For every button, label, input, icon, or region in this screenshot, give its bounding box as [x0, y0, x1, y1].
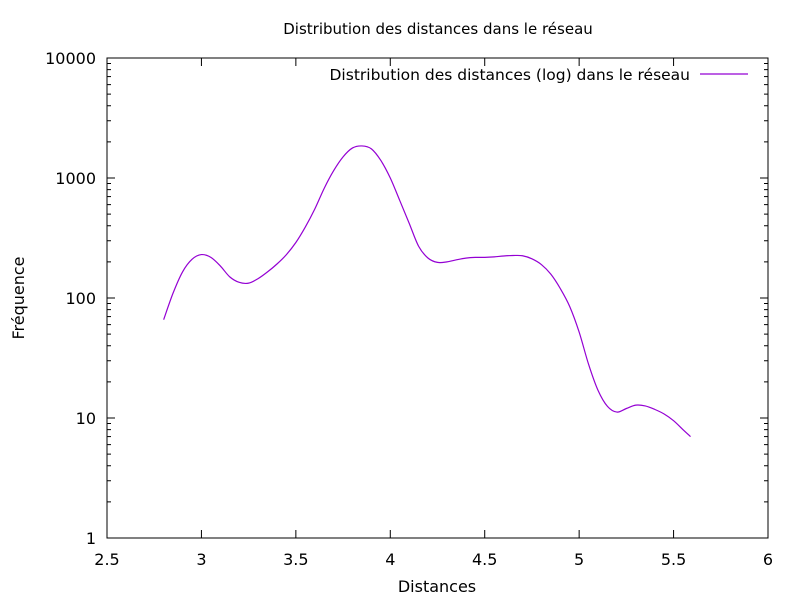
y-tick-label: 10 [76, 409, 96, 428]
chart-title: Distribution des distances dans le résea… [283, 20, 593, 38]
x-tick-label: 2.5 [94, 550, 119, 569]
series-line [163, 145, 691, 438]
x-tick-label: 5 [574, 550, 584, 569]
plot-frame [106, 57, 769, 539]
x-tick-label: 4.5 [472, 550, 497, 569]
legend: Distribution des distances (log) dans le… [330, 66, 748, 84]
y-tick-label: 1 [86, 529, 96, 548]
x-tick-label: 3 [196, 550, 206, 569]
x-tick-label: 3.5 [283, 550, 308, 569]
y-axis-ticks: 1 10 100 1000 10000 [45, 49, 768, 548]
y-axis-label: Fréquence [9, 256, 28, 339]
y-tick-label: 1000 [55, 169, 96, 188]
x-axis-label: Distances [398, 577, 476, 596]
x-axis-ticks: 2.5 3 3.5 4 4.5 5 5.5 6 [94, 58, 773, 569]
y-tick-label: 100 [65, 289, 96, 308]
x-tick-label: 5.5 [661, 550, 686, 569]
y-tick-label: 10000 [45, 49, 96, 68]
x-tick-label: 4 [385, 550, 395, 569]
legend-label: Distribution des distances (log) dans le… [330, 66, 691, 84]
x-tick-label: 6 [763, 550, 773, 569]
